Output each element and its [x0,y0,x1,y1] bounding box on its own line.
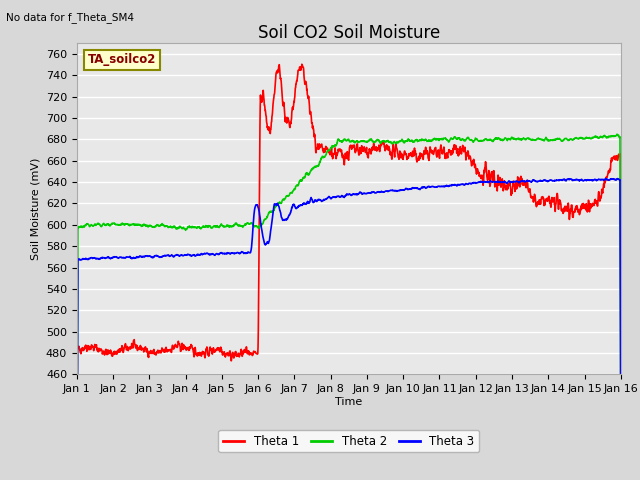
Theta 2 [601,133,609,139]
Theta 3 [100,255,108,261]
Legend: Theta 1, Theta 2, Theta 3: Theta 1, Theta 2, Theta 3 [218,430,479,453]
Theta 2 [337,138,345,144]
Theta 1 [502,183,509,189]
Theta 1 [602,177,609,182]
Line: Theta 2: Theta 2 [77,134,621,480]
Theta 1 [601,179,609,184]
Theta 3 [601,177,609,182]
Theta 1 [617,329,625,335]
Theta 1 [100,352,108,358]
Theta 2 [323,149,331,155]
Y-axis label: Soil Moisture (mV): Soil Moisture (mV) [30,157,40,260]
Title: Soil CO2 Soil Moisture: Soil CO2 Soil Moisture [258,24,440,42]
Theta 2 [100,222,108,228]
X-axis label: Time: Time [335,397,362,407]
Line: Theta 3: Theta 3 [77,179,621,480]
Line: Theta 1: Theta 1 [77,64,621,480]
Theta 1 [298,61,306,67]
Theta 2 [617,408,625,414]
Theta 3 [601,177,609,183]
Theta 3 [501,179,509,185]
Theta 3 [617,434,625,440]
Text: No data for f_Theta_SM4: No data for f_Theta_SM4 [6,12,134,23]
Theta 1 [338,147,346,153]
Theta 2 [501,135,509,141]
Theta 2 [601,133,609,139]
Theta 1 [323,146,331,152]
Theta 3 [337,193,345,199]
Theta 3 [602,176,610,181]
Theta 3 [323,196,331,202]
Text: TA_soilco2: TA_soilco2 [88,53,156,66]
Theta 2 [613,132,621,137]
